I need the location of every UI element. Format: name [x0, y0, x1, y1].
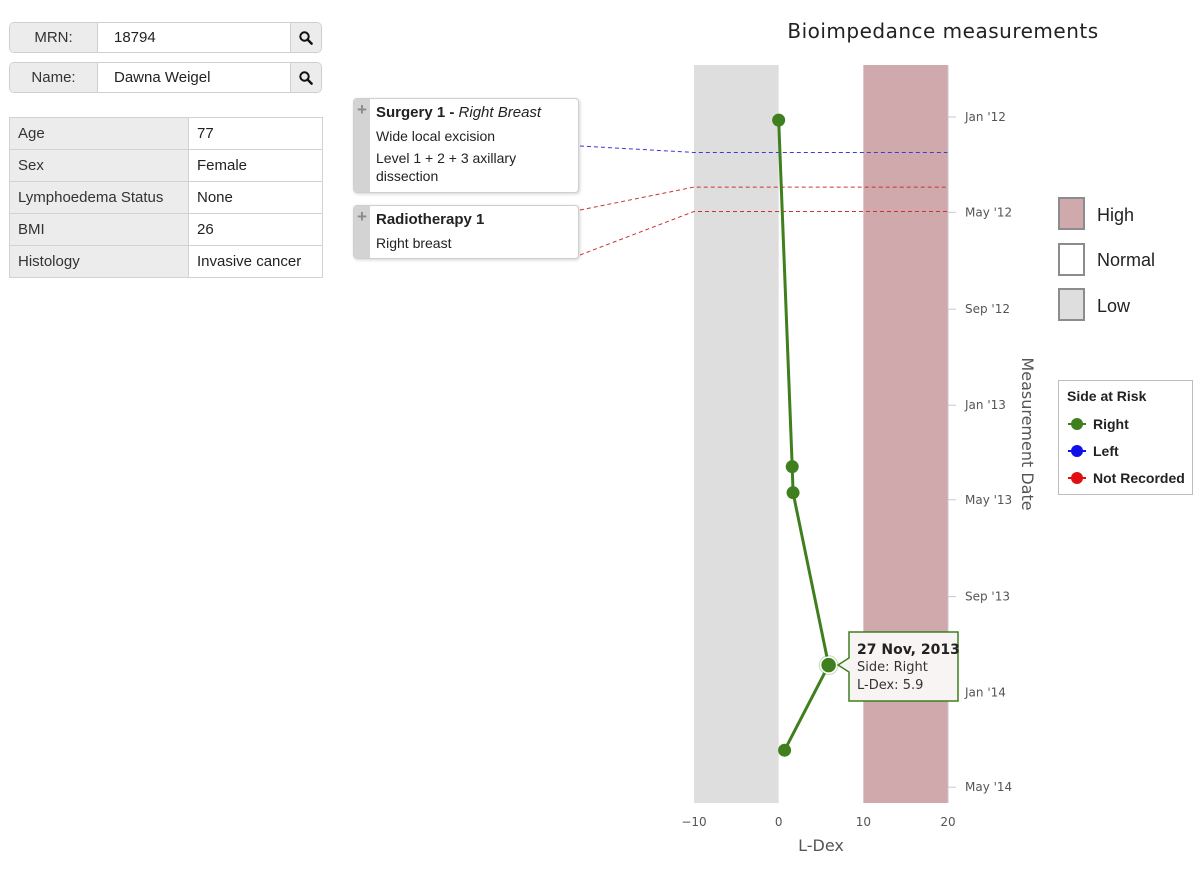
- blue-marker-icon: [1068, 445, 1086, 457]
- legend-item-not-recorded[interactable]: Not Recorded: [1067, 469, 1185, 487]
- table-row: BMI 26: [9, 213, 323, 246]
- mrn-label: MRN:: [10, 23, 98, 52]
- info-value: 77: [188, 117, 323, 150]
- event-card-surgery[interactable]: + Surgery 1 - Right Breast Wide local ex…: [353, 98, 579, 193]
- legend-high-swatch: [1058, 197, 1085, 230]
- info-value: 26: [188, 213, 323, 246]
- table-row: Lymphoedema Status None: [9, 181, 323, 214]
- data-point[interactable]: [819, 656, 838, 674]
- legend-title: Side at Risk: [1067, 388, 1147, 404]
- event-title-text: Radiotherapy 1: [376, 211, 485, 228]
- expand-plus-icon[interactable]: +: [357, 100, 367, 119]
- info-value: None: [188, 181, 323, 214]
- y-tick-label: May '14: [965, 780, 1012, 794]
- band-low: [694, 65, 779, 803]
- x-tick-label: 0: [775, 815, 783, 829]
- x-tick-label: −10: [681, 815, 706, 829]
- event-title: Surgery 1 - Right Breast: [376, 104, 542, 121]
- expand-plus-icon[interactable]: +: [357, 207, 367, 226]
- name-search-field: Name: Dawna Weigel: [9, 62, 322, 93]
- legend-item-left[interactable]: Left: [1067, 442, 1119, 460]
- legend-item-label: Not Recorded: [1093, 470, 1185, 486]
- info-value: Invasive cancer: [188, 245, 323, 278]
- event-detail: Right breast: [376, 235, 452, 251]
- x-tick-label: 10: [856, 815, 871, 829]
- legend-low-swatch: [1058, 288, 1085, 321]
- tooltip-side: Side: Right: [857, 660, 928, 675]
- search-icon: [299, 70, 313, 85]
- info-key: Lymphoedema Status: [9, 181, 189, 214]
- red-marker-icon: [1068, 472, 1086, 484]
- event-connector-line: [579, 211, 948, 256]
- event-card-bar: [354, 206, 370, 258]
- x-axis-label: L-Dex: [798, 836, 844, 855]
- info-key: BMI: [9, 213, 189, 246]
- series-line-right: [777, 120, 831, 751]
- info-key: Histology: [9, 245, 189, 278]
- name-search-button[interactable]: [290, 63, 321, 92]
- data-point[interactable]: [772, 113, 786, 127]
- event-card-bar: [354, 99, 370, 192]
- chart-title: Bioimpedance measurements: [787, 19, 1098, 43]
- mrn-search-button[interactable]: [290, 23, 321, 52]
- legend-low-label: Low: [1097, 296, 1131, 316]
- table-row: Histology Invasive cancer: [9, 245, 323, 278]
- event-subtitle: Right Breast: [458, 104, 542, 121]
- patient-info-table: Age 77 Sex Female Lymphoedema Status Non…: [9, 117, 323, 278]
- name-input[interactable]: Dawna Weigel: [98, 63, 290, 92]
- y-tick-label: Jan '13: [964, 398, 1006, 412]
- event-detail: Wide local excision: [376, 128, 496, 144]
- y-tick-label: Jan '14: [964, 686, 1006, 700]
- x-tick-label: 20: [940, 815, 955, 829]
- y-tick-label: Sep '12: [965, 302, 1010, 316]
- y-tick-label: May '12: [965, 205, 1012, 219]
- info-key: Age: [9, 117, 189, 150]
- legend-normal-label: Normal: [1097, 250, 1156, 270]
- event-title-text: Surgery 1: [376, 104, 446, 121]
- event-title: Radiotherapy 1: [376, 211, 572, 229]
- mrn-search-field: MRN: 18794: [9, 22, 322, 53]
- y-axis-label: Measurement Date: [1018, 357, 1037, 510]
- tooltip-box: [836, 631, 959, 702]
- search-icon: [299, 30, 313, 45]
- event-detail: Level 1 + 2 + 3 axillary dissection: [376, 150, 517, 184]
- info-key: Sex: [9, 149, 189, 182]
- table-row: Age 77: [9, 117, 323, 150]
- event-connector-line: [579, 186, 948, 211]
- legend-high-label: High: [1097, 205, 1135, 225]
- legend-item-right[interactable]: Right: [1067, 415, 1129, 433]
- name-label: Name:: [10, 63, 98, 92]
- tooltip-ldex: L-Dex: 5.9: [857, 678, 923, 693]
- tooltip-date: 27 Nov, 2013: [857, 642, 960, 658]
- y-tick-label: Jan '12: [964, 110, 1006, 124]
- data-point[interactable]: [786, 486, 800, 500]
- legend-item-label: Right: [1093, 416, 1129, 432]
- y-tick-label: May '13: [965, 493, 1012, 507]
- data-point[interactable]: [785, 460, 799, 474]
- event-card-radiotherapy[interactable]: + Radiotherapy 1 Right breast: [353, 205, 579, 259]
- y-tick-label: Sep '13: [965, 590, 1010, 604]
- green-marker-icon: [1068, 418, 1086, 430]
- side-at-risk-legend: Side at Risk Right Left Not Recorded: [1058, 380, 1193, 495]
- legend-item-label: Left: [1093, 443, 1119, 459]
- data-point[interactable]: [778, 743, 792, 757]
- event-connector-line: [579, 145, 948, 153]
- mrn-input[interactable]: 18794: [98, 23, 290, 52]
- data-tooltip: 27 Nov, 2013 Side: Right L-Dex: 5.9: [836, 631, 960, 702]
- legend-normal-swatch: [1058, 243, 1085, 276]
